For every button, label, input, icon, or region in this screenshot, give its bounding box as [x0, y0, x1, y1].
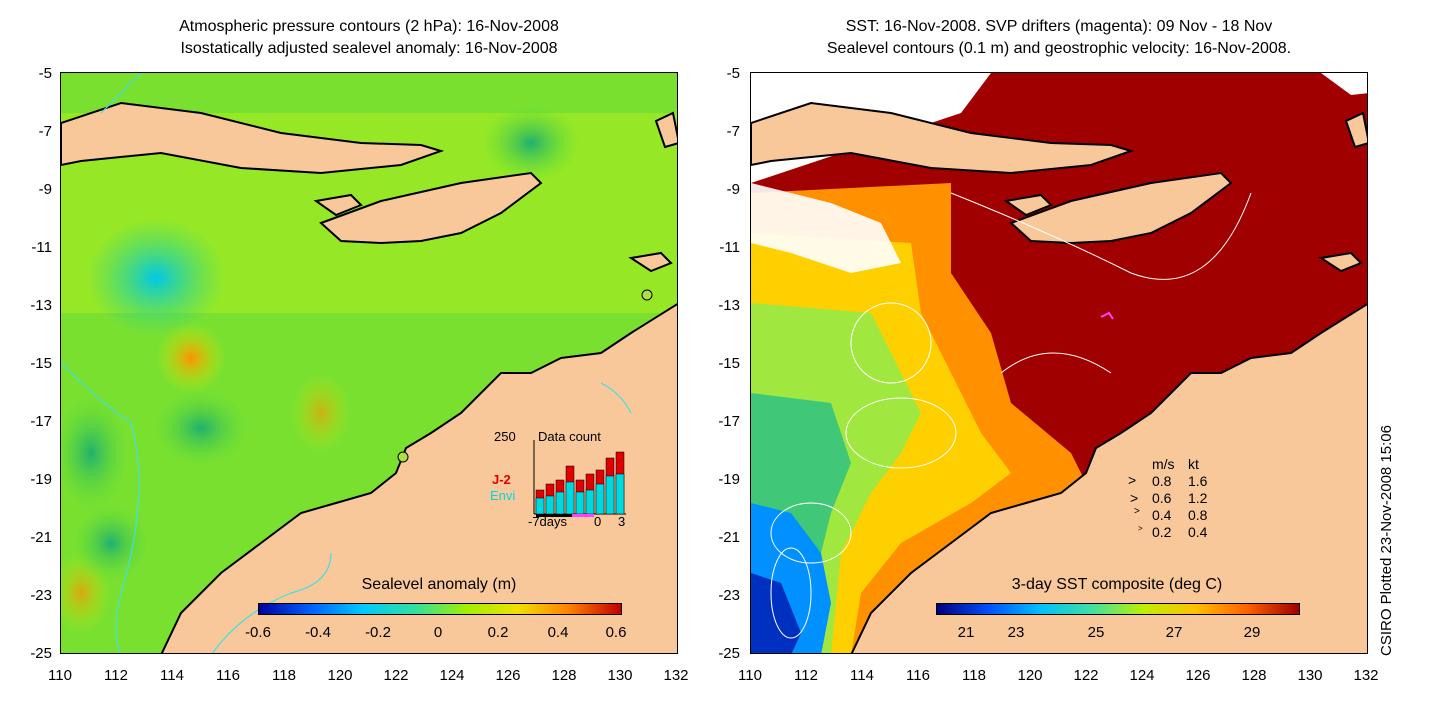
left-title-line1: Atmospheric pressure contours (2 hPa): 1…	[179, 18, 559, 35]
right-cbar-tick-2: 25	[1087, 624, 1105, 641]
left-ytick-6: -17	[30, 413, 52, 430]
left-ytick-4: -13	[30, 297, 52, 314]
velocity-legend-kt-3: 0.4	[1188, 524, 1208, 540]
left-xtick-9: 128	[551, 667, 577, 684]
left-ytick-5: -15	[30, 355, 52, 372]
right-xtick-7: 124	[1129, 667, 1155, 684]
right-colorbar	[936, 603, 1300, 615]
velocity-arrow-icon: >	[1130, 490, 1139, 506]
right-map-sst	[750, 72, 1368, 654]
left-xtick-0: 110	[48, 667, 72, 684]
inset-count-label: 250	[494, 429, 516, 444]
velocity-arrow-icon: >	[1128, 472, 1137, 488]
right-cbar-tick-3: 27	[1165, 624, 1183, 641]
inset-bar-chart	[533, 440, 626, 517]
right-xtick-4: 118	[962, 667, 986, 684]
right-ytick-0: -5	[726, 65, 740, 82]
left-xtick-3: 116	[216, 667, 240, 684]
left-ytick-2: -9	[38, 181, 52, 198]
velocity-legend-kt-1: 1.2	[1188, 490, 1208, 506]
left-cbar-tick-5: 0.4	[547, 624, 569, 641]
right-title-line1: SST: 16-Nov-2008. SVP drifters (magenta)…	[845, 18, 1273, 35]
right-cbar-tick-0: 21	[957, 624, 975, 641]
velocity-legend-ms-2: 0.4	[1152, 507, 1172, 523]
right-cbar-tick-4: 29	[1243, 624, 1261, 641]
velocity-arrow-icon: >	[1134, 506, 1140, 517]
right-cbar-tick-1: 23	[1007, 624, 1025, 641]
left-colorbar	[258, 603, 622, 615]
right-xtick-8: 126	[1185, 667, 1211, 684]
left-cbar-tick-1: -0.4	[305, 624, 331, 641]
left-ytick-7: -19	[30, 471, 52, 488]
left-ytick-1: -7	[38, 123, 52, 140]
left-ytick-9: -23	[30, 587, 52, 604]
left-ytick-3: -11	[31, 239, 52, 256]
velocity-legend-ms-1: 0.6	[1152, 490, 1172, 506]
right-ytick-8: -21	[718, 529, 740, 546]
right-xtick-6: 122	[1073, 667, 1099, 684]
right-map-graphic	[751, 73, 1367, 653]
left-colorbar-label: Sealevel anomaly (m)	[361, 576, 517, 593]
right-ytick-5: -15	[718, 355, 740, 372]
left-xtick-6: 122	[383, 667, 409, 684]
left-xtick-2: 114	[160, 667, 184, 684]
left-ytick-0: -5	[38, 65, 52, 82]
left-map-sealevel-anomaly	[60, 72, 678, 654]
velocity-legend-kt-0: 1.6	[1188, 473, 1208, 489]
velocity-legend-ms-3: 0.2	[1152, 524, 1172, 540]
velocity-legend-header-ms: m/s	[1152, 456, 1175, 472]
left-xtick-1: 112	[104, 667, 128, 684]
inset-title: Data count	[538, 429, 601, 444]
right-ytick-2: -9	[726, 181, 740, 198]
left-xtick-8: 126	[495, 667, 521, 684]
left-ytick-8: -21	[30, 529, 52, 546]
velocity-arrow-icon: >	[1138, 524, 1143, 533]
right-xtick-9: 128	[1241, 667, 1267, 684]
right-ytick-7: -19	[718, 471, 740, 488]
right-ytick-6: -17	[718, 413, 740, 430]
right-xtick-2: 114	[850, 667, 874, 684]
right-ytick-10: -25	[718, 645, 740, 662]
left-title-line2: Isostatically adjusted sealevel anomaly:…	[180, 40, 558, 57]
right-xtick-1: 112	[794, 667, 818, 684]
left-ytick-10: -25	[30, 645, 52, 662]
left-xtick-10: 130	[607, 667, 633, 684]
left-xtick-11: 132	[663, 667, 689, 684]
inset-legend-envi: Envi	[490, 488, 516, 503]
left-cbar-tick-2: -0.2	[365, 624, 391, 641]
right-xtick-3: 116	[906, 667, 930, 684]
left-cbar-tick-6: 0.6	[605, 624, 627, 641]
velocity-legend-kt-2: 0.8	[1188, 507, 1208, 523]
left-map-graphic	[61, 73, 677, 653]
inset-legend-j2: J-2	[492, 472, 511, 487]
left-cbar-tick-3: 0	[433, 624, 443, 641]
left-xtick-4: 118	[272, 667, 296, 684]
right-ytick-1: -7	[726, 123, 740, 140]
right-ytick-4: -13	[718, 297, 740, 314]
plotted-timestamp: CSIRO Plotted 23-Nov-2008 15:06	[1378, 425, 1395, 656]
right-title-line2: Sealevel contours (0.1 m) and geostrophi…	[826, 40, 1292, 57]
left-cbar-tick-0: -0.6	[245, 624, 271, 641]
right-xtick-10: 130	[1297, 667, 1323, 684]
inset-xlabel-left: -7days	[528, 514, 568, 529]
velocity-legend-ms-0: 0.8	[1152, 473, 1172, 489]
left-xtick-7: 124	[439, 667, 465, 684]
inset-xlabel-right: 3	[618, 514, 626, 529]
right-xtick-11: 132	[1353, 667, 1379, 684]
right-colorbar-label: 3-day SST composite (deg C)	[1011, 576, 1223, 593]
right-xtick-5: 120	[1017, 667, 1043, 684]
right-ytick-3: -11	[719, 239, 740, 256]
inset-xlabel-mid: 0	[594, 514, 602, 529]
right-ytick-9: -23	[718, 587, 740, 604]
left-xtick-5: 120	[327, 667, 353, 684]
right-xtick-0: 110	[738, 667, 762, 684]
velocity-legend-header-kt: kt	[1188, 456, 1199, 472]
left-cbar-tick-4: 0.2	[487, 624, 509, 641]
